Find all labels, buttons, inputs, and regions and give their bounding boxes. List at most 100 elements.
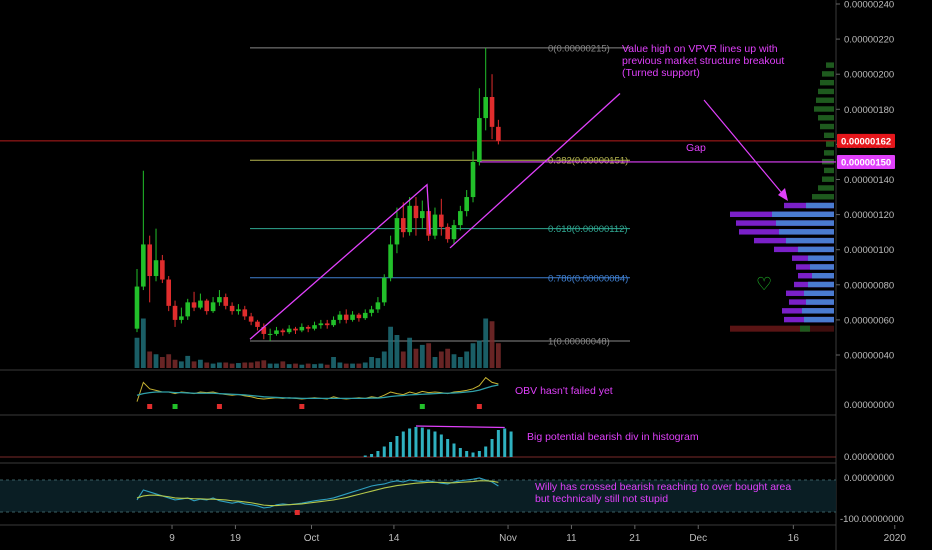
volume-bar <box>350 363 355 368</box>
divergence-line[interactable] <box>415 425 505 429</box>
price-tag-current[interactable] <box>837 133 895 148</box>
candle-body[interactable] <box>369 309 374 313</box>
vpvr-note-line3: (Turned support) <box>622 67 700 79</box>
candle-body[interactable] <box>229 305 235 312</box>
vpvr-bar-buy <box>802 308 834 314</box>
candle-body[interactable] <box>160 260 165 280</box>
candle-body[interactable] <box>299 326 305 331</box>
candle-body[interactable] <box>331 319 336 326</box>
volume-bar <box>248 362 254 368</box>
candle-body[interactable] <box>172 305 178 320</box>
candle-body[interactable] <box>204 300 210 312</box>
candle-body[interactable] <box>223 297 229 306</box>
candle-body[interactable] <box>267 333 273 335</box>
candle-body[interactable] <box>489 97 495 127</box>
candle-body[interactable] <box>255 321 260 327</box>
candle-body[interactable] <box>451 225 457 240</box>
candle-body[interactable] <box>343 314 349 320</box>
candle-body[interactable] <box>375 302 381 310</box>
candle-body[interactable] <box>458 211 463 226</box>
candle-body[interactable] <box>191 302 197 308</box>
volume-bar <box>476 340 482 368</box>
vpvr-profile: ♡ <box>730 62 834 332</box>
arrow-line[interactable] <box>703 99 787 199</box>
trend-line-up[interactable] <box>249 183 431 340</box>
candle-body[interactable] <box>280 330 286 333</box>
candle-body[interactable] <box>134 286 140 329</box>
candle-body[interactable] <box>312 325 317 329</box>
indicator-panes <box>0 376 836 515</box>
candle-body[interactable] <box>305 326 311 329</box>
candle-body[interactable] <box>432 214 438 236</box>
candle-body[interactable] <box>324 323 330 326</box>
candle-body[interactable] <box>381 277 387 303</box>
price-tag-gap[interactable] <box>837 154 895 169</box>
vpvr-bar <box>820 79 834 86</box>
candle-body[interactable] <box>217 297 222 303</box>
candle-body[interactable] <box>318 323 324 326</box>
histogram-bar <box>471 452 475 457</box>
candle-body[interactable] <box>147 244 152 277</box>
candle-body[interactable] <box>248 316 254 322</box>
candle-body[interactable] <box>274 330 279 334</box>
candle-body[interactable] <box>198 300 203 308</box>
volume-bar <box>299 364 305 368</box>
candle-body[interactable] <box>141 244 146 287</box>
candle-body[interactable] <box>179 316 184 320</box>
volume-bar <box>318 363 324 368</box>
fib-retracement[interactable]: 0(0.00000215) 0.382(0.00000151) 0.618(0.00… <box>250 43 630 347</box>
candle-body[interactable] <box>413 205 419 219</box>
obv-marker <box>172 404 178 409</box>
candle-body[interactable] <box>153 260 159 277</box>
candle-body[interactable] <box>439 214 444 227</box>
candle-body[interactable] <box>185 302 191 317</box>
willy-marker <box>294 510 300 515</box>
candle-body[interactable] <box>236 309 241 312</box>
candle-body[interactable] <box>407 205 412 233</box>
candle-body[interactable] <box>394 218 400 245</box>
price-tick-label: 0.00000040 <box>844 351 894 362</box>
volume-bar <box>400 351 406 368</box>
volume-bar <box>217 362 222 368</box>
time-axis[interactable]: 9 19 Oct 14 Nov 11 21 Dec 16 2020 <box>169 525 906 544</box>
price-axis[interactable]: 0.00000040 0.00000060 0.00000080 0.00000100… <box>836 0 904 525</box>
candle-body[interactable] <box>400 218 406 233</box>
vpvr-bar <box>824 167 834 174</box>
candle-body[interactable] <box>337 314 343 320</box>
candle-body[interactable] <box>210 302 216 312</box>
candle-body[interactable] <box>286 328 292 333</box>
candle-body[interactable] <box>464 197 469 212</box>
volume-bar <box>153 354 159 368</box>
volume-bar <box>274 363 279 368</box>
arrow-head-icon <box>778 188 788 201</box>
volume-bar <box>178 361 184 368</box>
candle-body[interactable] <box>166 279 171 306</box>
candle-body[interactable] <box>483 97 488 119</box>
candle-body[interactable] <box>445 226 450 240</box>
candlesticks[interactable] <box>134 47 501 341</box>
trend-line-support[interactable] <box>449 93 621 249</box>
candle-body[interactable] <box>420 211 425 219</box>
volume-bar <box>495 343 501 368</box>
histogram-bar <box>401 431 405 457</box>
candle-body[interactable] <box>496 126 501 141</box>
candle-body[interactable] <box>470 161 476 198</box>
candle-body[interactable] <box>362 312 368 319</box>
candle-body[interactable] <box>242 309 248 317</box>
candle-body[interactable] <box>350 314 355 320</box>
volume-bar <box>470 343 476 368</box>
candle-body[interactable] <box>388 244 393 278</box>
trend-drawings[interactable] <box>249 93 836 429</box>
candle-body[interactable] <box>261 326 267 334</box>
volume-bar <box>223 362 229 368</box>
histogram-bar <box>458 448 462 457</box>
time-tick-label: 19 <box>230 533 242 544</box>
candle-body[interactable] <box>293 328 298 331</box>
vpvr-bar <box>816 97 834 103</box>
candle-body[interactable] <box>426 211 431 236</box>
vpvr-bar <box>812 194 834 200</box>
candle-body[interactable] <box>356 314 362 319</box>
time-tick-label: 21 <box>629 533 641 544</box>
candle-body[interactable] <box>477 118 482 162</box>
